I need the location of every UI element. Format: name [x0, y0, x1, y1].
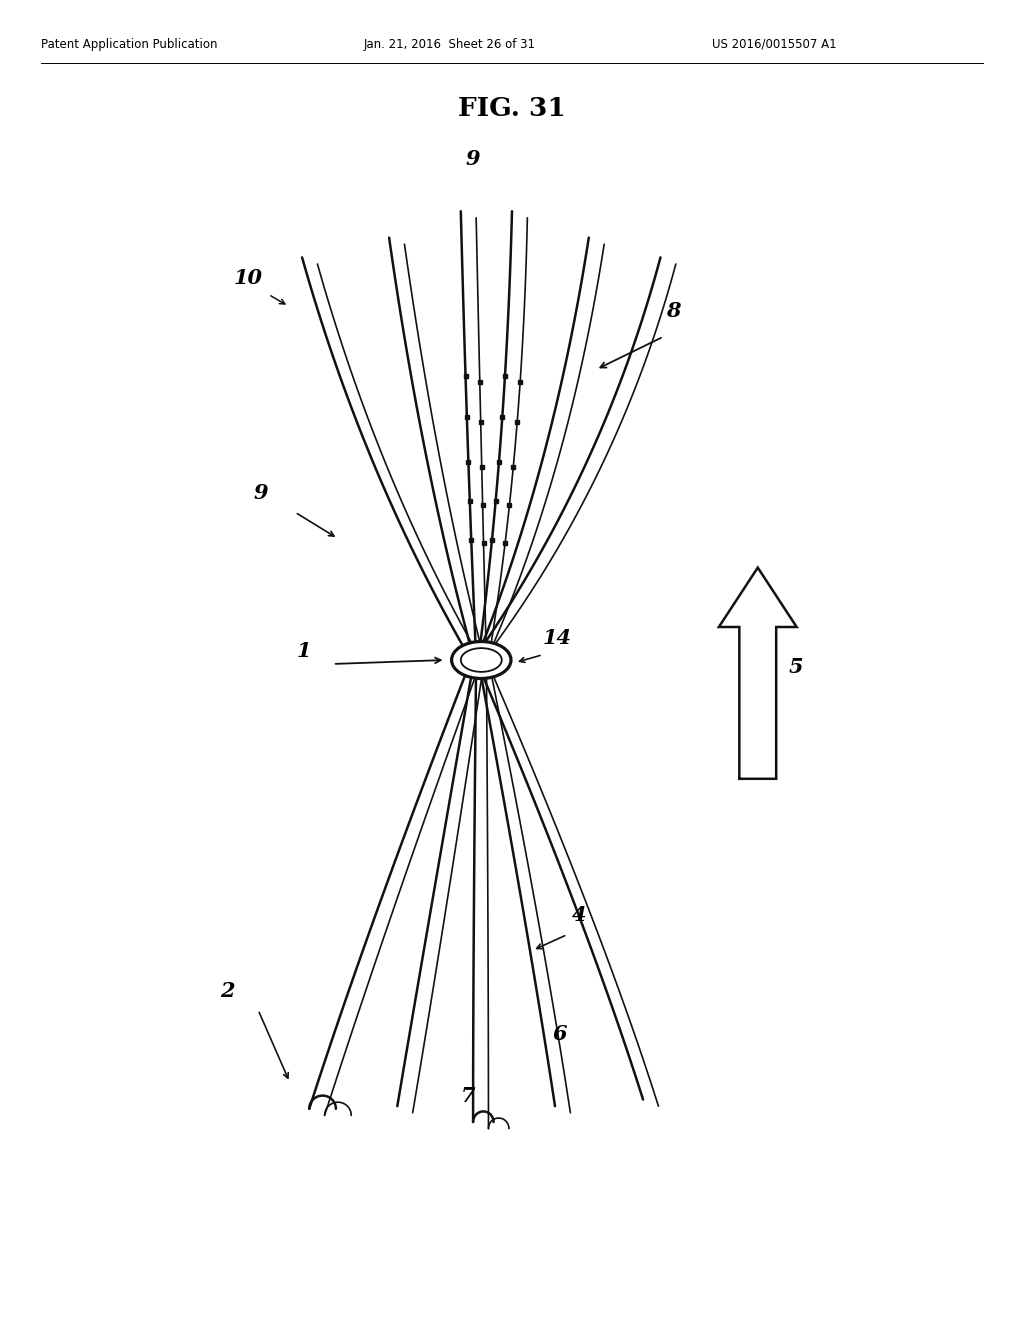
Text: 9: 9 — [466, 149, 480, 169]
Text: 4: 4 — [571, 906, 586, 925]
Text: 1: 1 — [297, 642, 311, 661]
Text: Jan. 21, 2016  Sheet 26 of 31: Jan. 21, 2016 Sheet 26 of 31 — [364, 37, 536, 50]
Text: 9: 9 — [254, 483, 268, 503]
Text: FIG. 31: FIG. 31 — [458, 96, 566, 120]
Text: 5: 5 — [788, 657, 803, 677]
Text: US 2016/0015507 A1: US 2016/0015507 A1 — [712, 37, 837, 50]
Text: 2: 2 — [220, 981, 234, 1001]
Text: 6: 6 — [553, 1024, 567, 1044]
Text: 14: 14 — [543, 628, 571, 648]
Ellipse shape — [452, 642, 511, 678]
Text: 10: 10 — [233, 268, 262, 288]
Text: Patent Application Publication: Patent Application Publication — [41, 37, 217, 50]
Text: 7: 7 — [461, 1086, 475, 1106]
Text: 8: 8 — [666, 301, 680, 321]
